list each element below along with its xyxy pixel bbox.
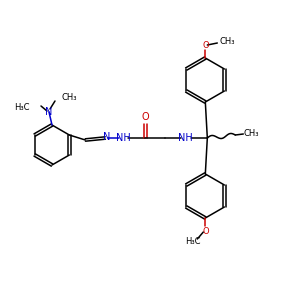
Text: N: N (45, 107, 53, 117)
Text: O: O (202, 226, 208, 236)
Text: NH: NH (116, 133, 131, 143)
Text: O: O (142, 112, 149, 122)
Text: CH₃: CH₃ (61, 92, 76, 101)
Text: CH₃: CH₃ (243, 130, 259, 139)
Text: CH₃: CH₃ (219, 38, 235, 46)
Text: H₃C: H₃C (185, 236, 200, 245)
Text: NH: NH (178, 133, 193, 143)
Text: N: N (103, 132, 110, 142)
Text: H₃C: H₃C (14, 103, 30, 112)
Text: O: O (202, 40, 208, 50)
